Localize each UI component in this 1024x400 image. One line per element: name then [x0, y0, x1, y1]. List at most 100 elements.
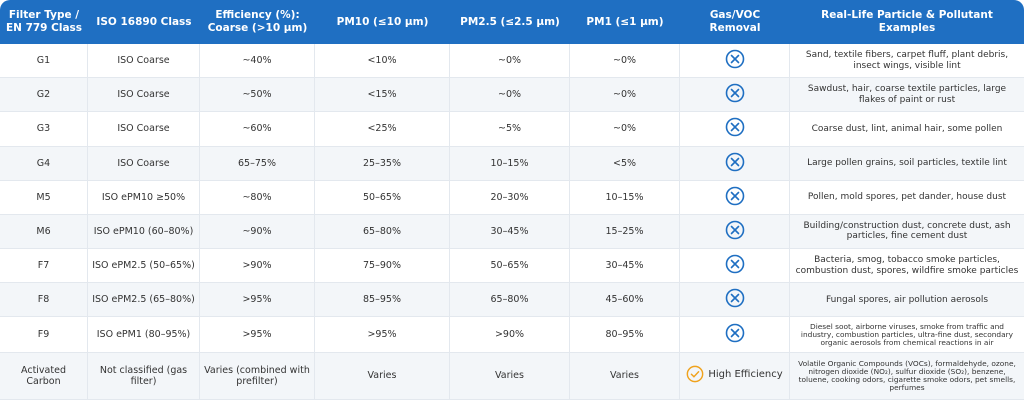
cell: 15–25%: [570, 214, 680, 250]
cell: 80–95%: [570, 317, 680, 353]
cell: ~0%: [570, 44, 680, 79]
cell: F9: [0, 317, 88, 353]
gas-cell: [680, 78, 790, 113]
examples-cell: Bacteria, smog, tobacco smoke particles,…: [790, 249, 1024, 284]
cell: G3: [0, 112, 88, 147]
table-row: G4 ISO Coarse 65–75% 25–35% 10–15% <5% Large p…: [0, 146, 1024, 181]
cell: ISO Coarse: [88, 146, 200, 181]
check-icon: [686, 366, 704, 383]
cell: <10%: [315, 44, 450, 79]
cell: Varies: [315, 352, 450, 400]
gas-cell: [680, 249, 790, 284]
gas-cell: [680, 112, 790, 147]
cell: ISO ePM2.5 (65–80%): [88, 283, 200, 318]
examples-cell: Sand, textile fibers, carpet fluff, plan…: [790, 44, 1024, 79]
cell: >95%: [315, 317, 450, 353]
x-icon: [725, 220, 744, 240]
cell: F7: [0, 249, 88, 284]
table-row: G1 ISO Coarse ~40% <10% ~0% ~0% Sand, textile …: [0, 44, 1024, 79]
examples-cell: Pollen, mold spores, pet dander, house d…: [790, 181, 1024, 215]
cell: 65–80%: [315, 214, 450, 250]
cell: ~0%: [570, 112, 680, 147]
header-cell: Real-Life Particle & Pollutant Examples: [790, 0, 1024, 44]
cell: ~0%: [570, 78, 680, 113]
x-icon: [725, 83, 744, 103]
gas-text: High Efficiency: [708, 368, 783, 380]
gas-cell: [680, 317, 790, 353]
cell: ISO ePM1 (80–95%): [88, 317, 200, 353]
x-icon: [725, 118, 744, 137]
x-icon: [725, 323, 744, 343]
header-cell: Gas/VOC Removal: [680, 0, 790, 44]
table-row: F8 ISO ePM2.5 (65–80%) >95% 85–95% 65–80% 45–…: [0, 283, 1024, 318]
header-cell: Efficiency (%): Coarse (>10 µm): [200, 0, 315, 44]
examples-cell: Diesel soot, airborne viruses, smoke fro…: [790, 317, 1024, 353]
cell: 65–80%: [450, 283, 570, 318]
cell: M6: [0, 214, 88, 250]
gas-cell: [680, 214, 790, 250]
cell: Varies: [450, 352, 570, 400]
cell: Activated Carbon: [0, 352, 88, 400]
x-icon: [725, 186, 744, 206]
gas-label: High Efficiency: [686, 365, 783, 383]
table-row: M5 ISO ePM10 ≥50% ~80% 50–65% 20–30% 10–15% Po…: [0, 180, 1024, 215]
cell: ~40%: [200, 44, 315, 79]
cell: 50–65%: [450, 249, 570, 284]
cell: ~60%: [200, 112, 315, 147]
cell: M5: [0, 180, 88, 215]
gas-cell: [680, 44, 790, 79]
gas-cell: [680, 180, 790, 215]
cell: ISO Coarse: [88, 78, 200, 113]
header-row: Filter Type / EN 779 Class ISO 16890 Clas…: [0, 0, 1024, 44]
examples-cell: Large pollen grains, soil particles, tex…: [790, 146, 1024, 181]
table-body: G1 ISO Coarse ~40% <10% ~0% ~0% Sand, textile …: [0, 44, 1024, 400]
header-cell: PM1 (≤1 µm): [570, 0, 680, 44]
cell: 10–15%: [570, 180, 680, 215]
x-icon: [725, 152, 744, 171]
cell: G2: [0, 78, 88, 113]
cell: 85–95%: [315, 283, 450, 318]
cell: 65–75%: [200, 146, 315, 181]
cell: Varies (combined with prefilter): [200, 352, 315, 400]
cell: <5%: [570, 146, 680, 181]
cell: Varies: [570, 352, 680, 400]
table-row: F7 ISO ePM2.5 (50–65%) >90% 75–90% 50–65% 30–…: [0, 249, 1024, 284]
header-cell: PM2.5 (≤2.5 µm): [450, 0, 570, 44]
gas-cell: [680, 146, 790, 181]
cell: ISO ePM2.5 (50–65%): [88, 249, 200, 284]
table-row: G3 ISO Coarse ~60% <25% ~5% ~0% Coarse dust, l…: [0, 112, 1024, 147]
cell: ISO Coarse: [88, 44, 200, 79]
table-row: F9 ISO ePM1 (80–95%) >95% >95% >90% 80–95% Die…: [0, 317, 1024, 353]
table-row: M6 ISO ePM10 (60–80%) ~90% 65–80% 30–45% 15–2…: [0, 214, 1024, 250]
table-row: G2 ISO Coarse ~50% <15% ~0% ~0% Sawdust, hair,…: [0, 78, 1024, 113]
examples-cell: Volatile Organic Compounds (VOCs), forma…: [790, 352, 1024, 400]
cell: ~80%: [200, 180, 315, 215]
cell: F8: [0, 283, 88, 318]
cell: <15%: [315, 78, 450, 113]
examples-cell: Sawdust, hair, coarse textile particles,…: [790, 78, 1024, 113]
x-icon: [725, 49, 744, 69]
x-icon: [725, 288, 744, 308]
cell: >95%: [200, 317, 315, 353]
cell: >95%: [200, 283, 315, 318]
cell: 30–45%: [570, 249, 680, 284]
cell: ISO ePM10 (60–80%): [88, 214, 200, 250]
examples-cell: Fungal spores, air pollution aerosols: [790, 283, 1024, 318]
cell: <25%: [315, 112, 450, 147]
cell: ISO Coarse: [88, 112, 200, 147]
cell: ~90%: [200, 214, 315, 250]
header-cell: PM10 (≤10 µm): [315, 0, 450, 44]
examples-cell: Coarse dust, lint, animal hair, some pol…: [790, 112, 1024, 147]
cell: 75–90%: [315, 249, 450, 284]
cell: ~0%: [450, 44, 570, 79]
cell: ~0%: [450, 78, 570, 113]
cell: Not classified (gas filter): [88, 352, 200, 400]
cell: 10–15%: [450, 146, 570, 181]
cell: 50–65%: [315, 180, 450, 215]
cell: 30–45%: [450, 214, 570, 250]
cell: G4: [0, 146, 88, 181]
cell: >90%: [200, 249, 315, 284]
cell: >90%: [450, 317, 570, 353]
